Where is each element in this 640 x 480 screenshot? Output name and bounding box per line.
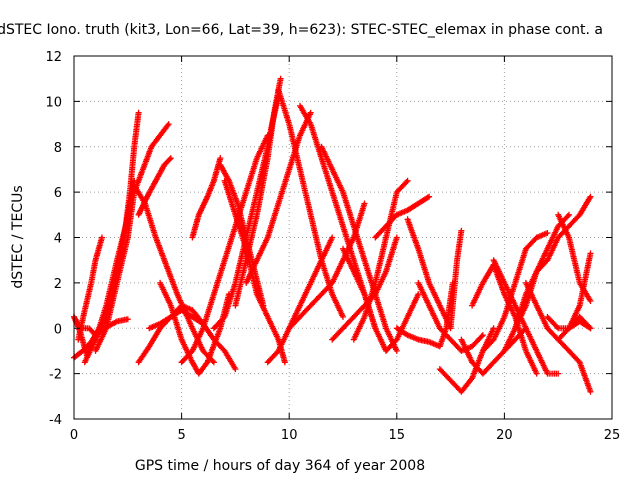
data-series-15 bbox=[217, 161, 267, 309]
data-points bbox=[555, 211, 594, 304]
data-series-29 bbox=[404, 216, 465, 332]
y-tick-label: 0 bbox=[54, 322, 62, 337]
data-points bbox=[372, 193, 433, 241]
x-axis-label: GPS time / hours of day 364 of year 2008 bbox=[135, 458, 425, 474]
y-tick-label: 2 bbox=[54, 277, 62, 292]
x-tick-label: 0 bbox=[70, 428, 78, 443]
x-tick-label: 10 bbox=[281, 428, 298, 443]
data-points bbox=[490, 257, 562, 377]
axis-ticks bbox=[73, 55, 613, 420]
x-tick-labels: 0 5 10 15 20 25 bbox=[70, 428, 620, 443]
data-series-42 bbox=[555, 211, 594, 304]
data-series-3 bbox=[75, 234, 105, 343]
data-points bbox=[264, 234, 336, 366]
y-tick-label: 6 bbox=[54, 186, 62, 201]
data-points bbox=[217, 161, 267, 309]
data-series-27 bbox=[372, 193, 433, 241]
data-points bbox=[75, 234, 105, 343]
x-tick-label: 15 bbox=[389, 428, 406, 443]
data-series-20 bbox=[264, 234, 336, 366]
data-points bbox=[189, 155, 224, 241]
data-series-7 bbox=[131, 182, 217, 366]
x-tick-label: 25 bbox=[604, 428, 621, 443]
chart-title: dSTEC Iono. truth (kit3, Lon=66, Lat=39,… bbox=[0, 22, 603, 38]
data-points bbox=[318, 143, 400, 354]
data-points bbox=[275, 87, 346, 320]
data-series-40 bbox=[555, 336, 594, 395]
data-points bbox=[555, 336, 594, 395]
y-tick-label: 12 bbox=[45, 50, 62, 65]
data-series-17 bbox=[232, 75, 284, 309]
data-series-9 bbox=[135, 155, 174, 218]
data-points bbox=[232, 75, 284, 309]
y-tick-label: 8 bbox=[54, 141, 62, 156]
data-points bbox=[135, 155, 174, 218]
data-series-19 bbox=[275, 87, 346, 320]
y-tick-labels: -4 -2 0 2 4 6 8 10 12 bbox=[45, 50, 62, 428]
data-points bbox=[92, 177, 138, 343]
y-tick-label: 4 bbox=[54, 232, 62, 247]
data-series-37 bbox=[512, 193, 594, 332]
data-points bbox=[512, 193, 594, 332]
y-axis-label: dSTEC / TECUs bbox=[10, 185, 26, 288]
x-tick-label: 20 bbox=[496, 428, 513, 443]
data-series-35 bbox=[490, 257, 562, 377]
data-series-26 bbox=[350, 177, 411, 343]
y-tick-label: -4 bbox=[49, 413, 62, 428]
data-points bbox=[131, 182, 217, 366]
y-tick-label: 10 bbox=[45, 95, 62, 110]
data-marks bbox=[71, 75, 594, 395]
x-tick-label: 5 bbox=[177, 428, 185, 443]
data-points bbox=[350, 177, 411, 343]
data-series-23 bbox=[318, 143, 400, 354]
data-series-13 bbox=[189, 155, 224, 241]
data-series-6 bbox=[92, 177, 138, 343]
y-tick-label: -2 bbox=[49, 368, 62, 383]
data-points bbox=[404, 216, 465, 332]
